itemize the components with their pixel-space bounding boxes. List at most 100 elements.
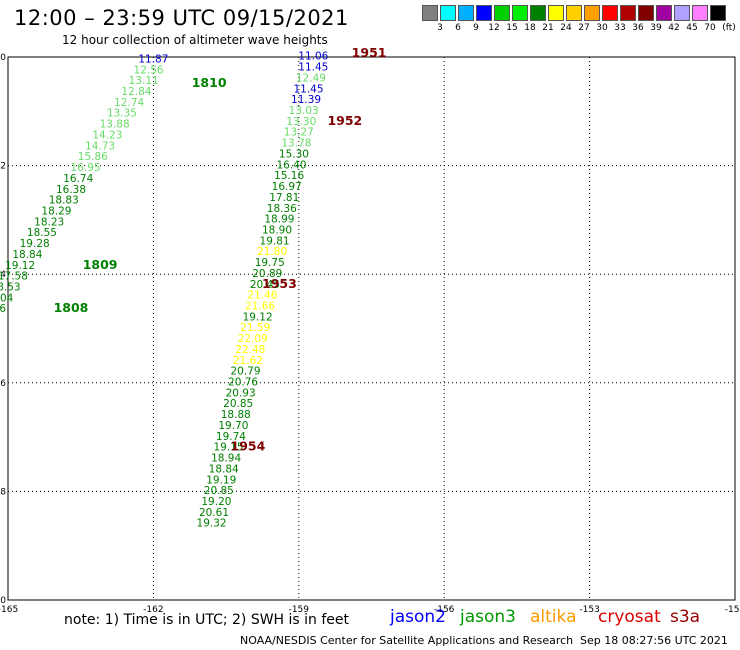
wave-height-value: 19.32 [197,518,227,530]
legend-swatch [458,5,474,21]
wave-height-value: 22.09 [238,333,268,345]
legend-swatch [602,5,618,21]
wave-height-value: 18.55 [27,227,57,239]
legend-swatch [494,5,510,21]
legend-swatch [638,5,654,21]
wave-height-value: 21.59 [240,322,270,334]
legend-level-label: 21 [542,23,554,33]
legend-level-label: 12 [488,23,500,33]
longitude-label: -156 [434,605,455,615]
wave-height-value: 19.81 [260,235,290,247]
latitude-label: -56 [0,379,6,389]
satellite-name-s3a: s3a [670,607,701,627]
wave-height-value: 20.61 [199,507,229,519]
wave-height-value: 20.79 [230,366,260,378]
wave-height-value: 20.93 [226,387,256,399]
satellite-name-jason3: jason3 [460,607,516,627]
wave-height-value: 19.12 [5,260,35,272]
legend-level-label: 18 [524,23,536,33]
legend-swatch [530,5,546,21]
latitude-label: -50 [0,53,6,63]
pass-time-tag: 1810 [192,75,227,90]
wave-height-value: 16.38 [56,184,86,196]
wave-height-value: 16.40 [276,159,306,171]
pass-time-tag: 1953 [262,276,297,291]
wave-height-value: 19.70 [218,420,248,432]
legend-level-label: 42 [668,23,680,33]
legend-level-label: 9 [473,23,479,33]
wave-height-value: 13.03 [289,105,319,117]
wave-height-value: 21.66 [245,300,275,312]
pass-time-tag: 1809 [83,257,118,272]
pass-time-tag: 1808 [54,300,89,315]
longitude-label: -159 [289,605,310,615]
wave-height-value: 13.88 [100,119,130,131]
wave-height-value: 13.11 [129,75,159,87]
latitude-label: -54 [0,270,6,280]
wave-height-value: 12.74 [114,97,144,109]
wave-height-value: 19.75 [255,257,285,269]
legend-level-label: 6 [455,23,461,33]
pass-time-tag: 1951 [352,45,387,60]
note-text: note: 1) Time is in UTC; 2) SWH is in fe… [64,612,350,628]
wave-height-value: 19.19 [206,474,236,486]
legend-level-label: 45 [686,23,698,33]
wave-height-value: 19.12 [243,311,273,323]
pass-time-tag: 1952 [327,113,362,128]
legend-level-label: 70 [704,23,716,33]
longitude-label: -153 [579,605,599,615]
legend-swatch [710,5,726,21]
legend-swatch [584,5,600,21]
legend-level-label: 15 [506,23,518,33]
latitude-label: -52 [0,162,6,172]
wave-height-value: 11.87 [138,53,168,65]
wave-height-value: 11.06 [298,51,328,63]
wave-height-value: 12.84 [121,86,151,98]
timestamp: Sep 18 08:27:56 UTC 2021 [580,634,728,647]
wave-height-value: 18.29 [41,205,71,217]
legend-level-label: 30 [596,23,608,33]
wave-height-value: 21.62 [233,355,263,367]
satellite-name-jason2: jason2 [390,607,446,627]
legend-swatch [566,5,582,21]
wave-height-value: 16.97 [272,181,302,193]
legend-swatch [674,5,690,21]
legend-level-label: 24 [560,23,572,33]
wave-height-value: 19.26 [0,303,6,315]
wave-height-value: 21.80 [257,246,287,258]
wave-height-value: 20.85 [204,485,234,497]
wave-height-value: 15.30 [279,148,309,160]
wave-height-value: 19.74 [216,431,246,443]
wave-height-value: 18.94 [211,453,241,465]
wave-height-value: 19.15 [213,442,243,454]
wave-height-value: 17.58 [0,271,28,283]
legend-swatch [656,5,672,21]
subtitle: 12 hour collection of altimeter wave hei… [62,33,328,47]
wave-height-value: 13.35 [107,108,137,120]
wave-height-value: 18.36 [267,203,297,215]
legend-swatch [620,5,636,21]
wave-height-value: 11.39 [291,94,321,106]
wave-height-value: 12.49 [296,72,326,84]
wave-height-value: 18.84 [209,463,239,475]
wave-height-value: 22.48 [235,344,265,356]
legend-swatch [440,5,456,21]
wave-height-value: 13.27 [284,127,314,139]
wave-height-value: 20.04 [0,292,14,304]
wave-height-value: 17.81 [269,192,299,204]
wave-height-value: 14.23 [92,129,122,141]
legend-unit-label: (ft) [722,23,736,33]
wave-height-value: 18.88 [221,409,251,421]
wave-height-value: 13.30 [286,116,316,128]
wave-height-value: 11.45 [293,83,323,95]
legend-level-label: 3 [437,23,443,33]
latitude-label: -60 [0,596,6,606]
satellite-name-cryosat: cryosat [598,607,661,627]
wave-height-value: 15.86 [78,151,108,163]
wave-height-value: 20.45 [250,279,280,291]
legend-level-label: 36 [632,23,644,33]
legend-level-label: 39 [650,23,662,33]
longitude-label: -165 [0,605,18,615]
wave-height-value: 16.95 [71,162,101,174]
